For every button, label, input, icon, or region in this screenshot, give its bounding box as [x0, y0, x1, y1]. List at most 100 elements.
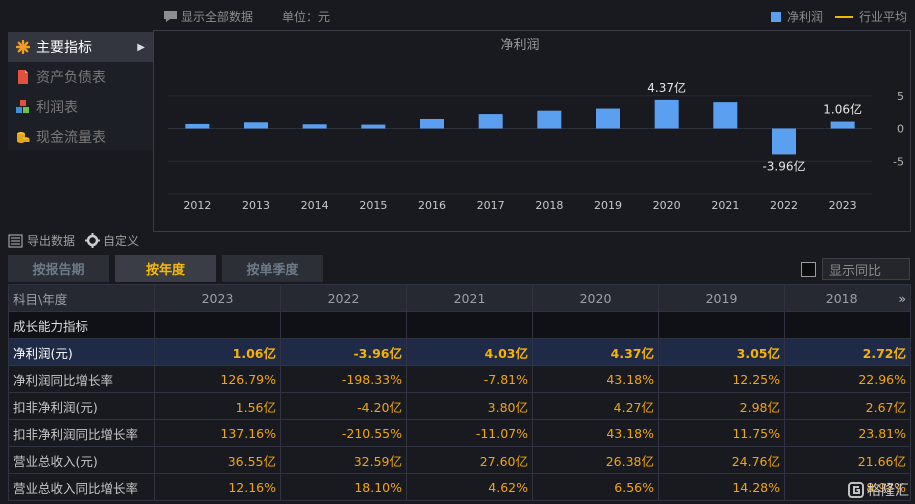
- row-value: 18.10%: [280, 473, 407, 501]
- row-value: 3.05亿: [658, 338, 785, 366]
- table-row[interactable]: 扣非净利润(元) 1.56亿 -4.20亿 3.80亿 4.27亿 2.98亿 2.67亿: [8, 392, 911, 420]
- export-data-button[interactable]: 导出数据: [8, 232, 75, 249]
- row-value: 14.28%: [658, 473, 785, 501]
- row-label: 净利润(元): [8, 338, 155, 366]
- row-value: 6.56%: [532, 473, 659, 501]
- chart-legend: 净利润 行业平均: [770, 8, 907, 25]
- sidebar-item-cash-flow[interactable]: 现金流量表: [8, 122, 153, 152]
- indicators-table: 科目\年度 2023 2022 2021 2020 2019 2018 » 成长能…: [8, 284, 911, 501]
- x-tick-label: 2015: [359, 199, 387, 212]
- show-yoy-button[interactable]: 显示同比: [822, 258, 910, 280]
- row-label: 净利润同比增长率: [8, 365, 155, 393]
- watermark-text: 格隆汇: [867, 483, 909, 499]
- row-value: 4.62%: [406, 473, 533, 501]
- x-tick-label: 2018: [535, 199, 563, 212]
- unit-label: 单位：元: [282, 10, 331, 24]
- table-row[interactable]: 营业总收入同比增长率 12.16% 18.10% 4.62% 6.56% 14.28% 8.…: [8, 473, 911, 501]
- export-icon: [8, 234, 23, 247]
- row-value: 4.27亿: [532, 392, 659, 420]
- row-value: 4.37亿: [532, 338, 659, 366]
- y-tick-label: 0: [897, 123, 904, 136]
- table-row[interactable]: 营业总收入(元) 36.55亿 32.59亿 27.60亿 26.38亿 24.76亿 21…: [8, 446, 911, 474]
- section-row: 成长能力指标: [8, 311, 911, 339]
- tab-by-year[interactable]: 按年度: [115, 255, 216, 282]
- sidebar-item-label: 利润表: [36, 100, 78, 116]
- bar: [596, 108, 620, 129]
- sidebar-item-main-indicators[interactable]: 主要指标 ▶: [8, 32, 153, 62]
- document-icon: [16, 70, 30, 84]
- x-tick-label: 2016: [418, 199, 446, 212]
- watermark-logo: 格隆汇: [848, 480, 909, 500]
- row-value: 1.06亿: [154, 338, 281, 366]
- gear-icon: [85, 233, 101, 248]
- row-value: 21.66亿: [784, 446, 911, 474]
- chart-svg: 净利润 5 0 -5 2012 2013 2014 2015 2016 2017 2018 2019 2…: [168, 38, 904, 212]
- header-year-text: 2018: [825, 290, 858, 306]
- table-row[interactable]: 扣非净利润同比增长率 137.16% -210.55% -11.07% 43.18% 11…: [8, 419, 911, 447]
- double-chevron-right-icon[interactable]: »: [898, 290, 906, 306]
- bar: [244, 122, 268, 129]
- bar: [420, 119, 444, 129]
- x-tick-label: 2023: [829, 199, 857, 212]
- bar: [185, 123, 210, 129]
- row-value: 12.25%: [658, 365, 785, 393]
- customize-button[interactable]: 自定义: [85, 232, 139, 249]
- row-value: -7.81%: [406, 365, 533, 393]
- customize-label: 自定义: [103, 234, 140, 248]
- compare-control: 显示同比: [801, 258, 910, 280]
- x-tick-label: 2017: [477, 199, 505, 212]
- table-row[interactable]: 净利润同比增长率 126.79% -198.33% -7.81% 43.18% 12.25…: [8, 365, 911, 393]
- row-value: 36.55亿: [154, 446, 281, 474]
- row-value: 137.16%: [154, 419, 281, 447]
- sidebar: 主要指标 ▶ 资产负债表 利润表 现金流量表: [8, 32, 153, 150]
- x-tick-label: 2022: [770, 199, 798, 212]
- logo-icon: [848, 482, 864, 498]
- row-value: 32.59亿: [280, 446, 407, 474]
- tab-by-report-period[interactable]: 按报告期: [8, 255, 109, 282]
- row-value: 2.67亿: [784, 392, 911, 420]
- row-value: 12.16%: [154, 473, 281, 501]
- sidebar-item-income-statement[interactable]: 利润表: [8, 92, 153, 122]
- row-label: 营业总收入同比增长率: [8, 473, 155, 501]
- row-value: -210.55%: [280, 419, 407, 447]
- sidebar-item-label: 现金流量表: [36, 130, 106, 146]
- row-value: 8.97%: [784, 473, 911, 501]
- row-value: -4.20亿: [280, 392, 407, 420]
- x-tick-label: 2021: [711, 199, 739, 212]
- row-label: 扣非净利润(元): [8, 392, 155, 420]
- legend-bar-swatch: [770, 11, 781, 22]
- row-value: 3.80亿: [406, 392, 533, 420]
- chart-title: 净利润: [500, 38, 539, 53]
- legend-bar-label[interactable]: 净利润: [786, 10, 823, 24]
- header-year-last: 2018 »: [784, 284, 911, 312]
- legend-line-label[interactable]: 行业平均: [858, 10, 907, 24]
- message-icon: [164, 11, 177, 22]
- row-label: 营业总收入(元): [8, 446, 155, 474]
- bar: [361, 124, 386, 129]
- row-value: 43.18%: [532, 419, 659, 447]
- row-value: 22.96%: [784, 365, 911, 393]
- row-value: -11.07%: [406, 419, 533, 447]
- table-row[interactable]: 净利润(元) 1.06亿 -3.96亿 4.03亿 4.37亿 3.05亿 2.72亿: [8, 338, 911, 366]
- show-all-data-button[interactable]: 显示全部数据: [164, 8, 253, 25]
- row-value: 4.03亿: [406, 338, 533, 366]
- header-year: 2022: [280, 284, 407, 312]
- sidebar-item-label: 资产负债表: [36, 70, 106, 86]
- header-year: 2021: [406, 284, 533, 312]
- show-all-data-label: 显示全部数据: [181, 10, 254, 24]
- row-label: 扣非净利润同比增长率: [8, 419, 155, 447]
- sidebar-item-balance-sheet[interactable]: 资产负债表: [8, 62, 153, 92]
- data-label: 1.06亿: [823, 102, 862, 117]
- toolbar: 导出数据 自定义: [8, 232, 139, 249]
- tab-by-quarter[interactable]: 按单季度: [222, 255, 323, 282]
- y-tick-label: -5: [893, 155, 904, 168]
- compare-checkbox[interactable]: [801, 261, 816, 277]
- asterisk-icon: [15, 39, 31, 55]
- row-value: 2.98亿: [658, 392, 785, 420]
- row-value: -198.33%: [280, 365, 407, 393]
- legend-line-swatch: [834, 15, 853, 18]
- y-tick-label: 5: [897, 90, 904, 103]
- row-value: 126.79%: [154, 365, 281, 393]
- bar: [772, 128, 796, 155]
